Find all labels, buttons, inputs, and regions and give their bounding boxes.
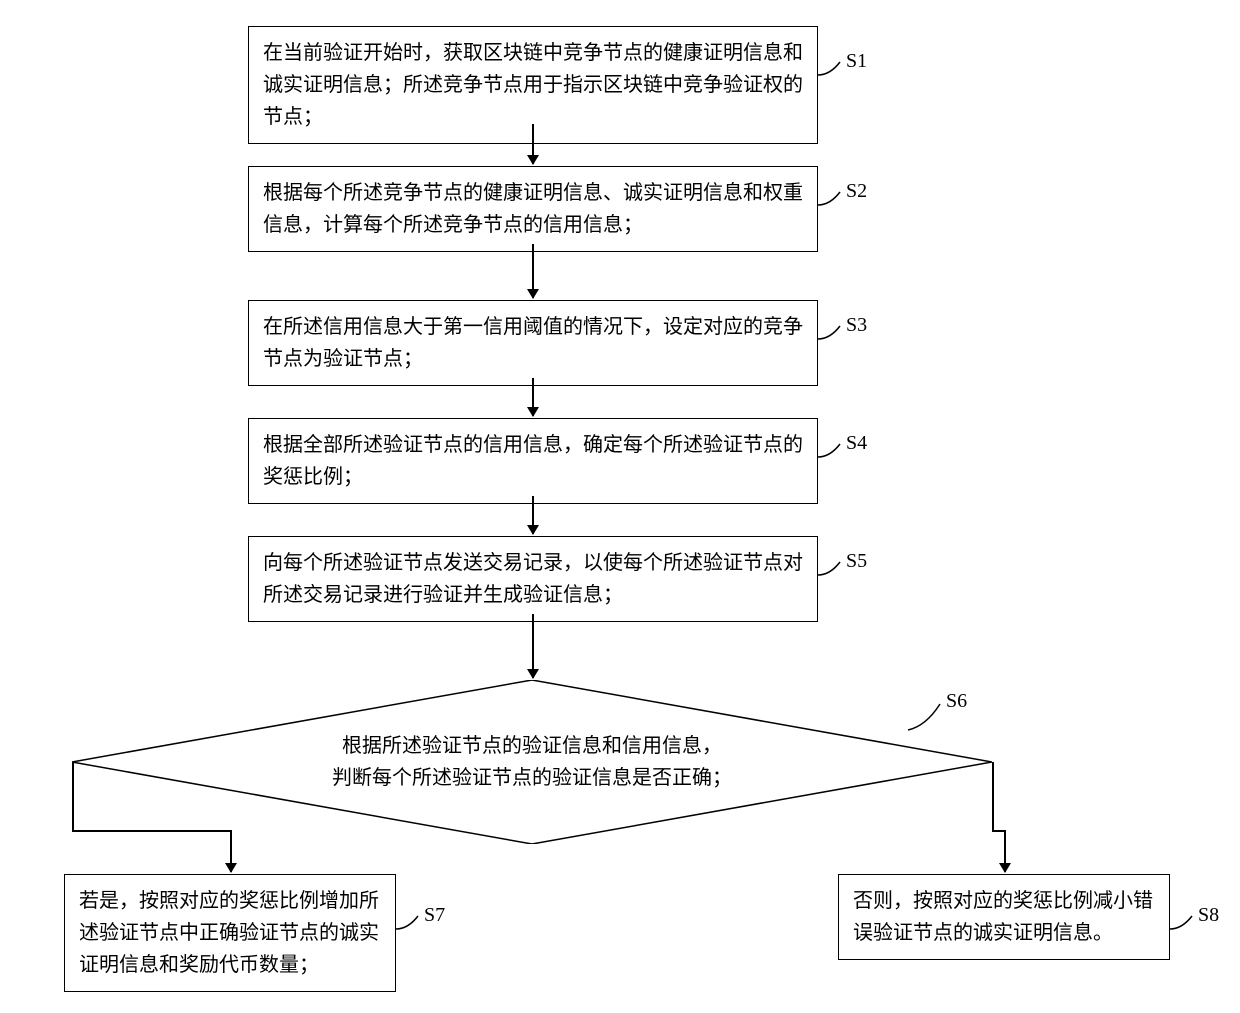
- label-s6: S6: [946, 690, 967, 713]
- arrow-s4-s5: [532, 496, 534, 534]
- flow-box-s5: 向每个所述验证节点发送交易记录，以使每个所述验证节点对所述交易记录进行验证并生成…: [248, 536, 818, 622]
- branch-right-v2: [1004, 830, 1006, 872]
- label-s1: S1: [846, 50, 867, 73]
- arrow-s2-s3: [532, 244, 534, 298]
- flow-box-s4: 根据全部所述验证节点的信用信息，确定每个所述验证节点的奖惩比例；: [248, 418, 818, 504]
- branch-right-v1: [992, 762, 994, 830]
- flow-box-s2-text: 根据每个所述竞争节点的健康证明信息、诚实证明信息和权重信息，计算每个所述竞争节点…: [263, 182, 803, 236]
- label-s8: S8: [1198, 904, 1219, 927]
- flow-box-s8: 否则，按照对应的奖惩比例减小错误验证节点的诚实证明信息。: [838, 874, 1170, 960]
- label-s2: S2: [846, 180, 867, 203]
- flow-box-s7: 若是，按照对应的奖惩比例增加所述验证节点中正确验证节点的诚实证明信息和奖励代币数…: [64, 874, 396, 992]
- flow-box-s5-text: 向每个所述验证节点发送交易记录，以使每个所述验证节点对所述交易记录进行验证并生成…: [263, 552, 803, 606]
- label-s5: S5: [846, 550, 867, 573]
- branch-right-h: [992, 830, 1004, 832]
- flow-box-s4-text: 根据全部所述验证节点的信用信息，确定每个所述验证节点的奖惩比例；: [263, 434, 803, 488]
- branch-left-h: [72, 830, 230, 832]
- label-s7: S7: [424, 904, 445, 927]
- flow-box-s3-text: 在所述信用信息大于第一信用阈值的情况下，设定对应的竞争节点为验证节点；: [263, 316, 803, 370]
- diamond-line2: 判断每个所述验证节点的验证信息是否正确；: [332, 767, 732, 789]
- branch-left-v2: [230, 830, 232, 872]
- arrow-s1-s2: [532, 124, 534, 164]
- label-s3: S3: [846, 314, 867, 337]
- flow-box-s1-text: 在当前验证开始时，获取区块链中竞争节点的健康证明信息和诚实证明信息；所述竞争节点…: [263, 42, 803, 128]
- flow-box-s2: 根据每个所述竞争节点的健康证明信息、诚实证明信息和权重信息，计算每个所述竞争节点…: [248, 166, 818, 252]
- arrow-s3-s4: [532, 378, 534, 416]
- label-s4: S4: [846, 432, 867, 455]
- flow-diamond-s6-text: 根据所述验证节点的验证信息和信用信息， 判断每个所述验证节点的验证信息是否正确；: [232, 730, 832, 794]
- arrow-s5-s6: [532, 614, 534, 678]
- flow-box-s3: 在所述信用信息大于第一信用阈值的情况下，设定对应的竞争节点为验证节点；: [248, 300, 818, 386]
- branch-left-v1: [72, 762, 74, 830]
- flow-box-s7-text: 若是，按照对应的奖惩比例增加所述验证节点中正确验证节点的诚实证明信息和奖励代币数…: [79, 890, 379, 976]
- diamond-line1: 根据所述验证节点的验证信息和信用信息，: [342, 735, 722, 757]
- flow-box-s8-text: 否则，按照对应的奖惩比例减小错误验证节点的诚实证明信息。: [853, 890, 1153, 944]
